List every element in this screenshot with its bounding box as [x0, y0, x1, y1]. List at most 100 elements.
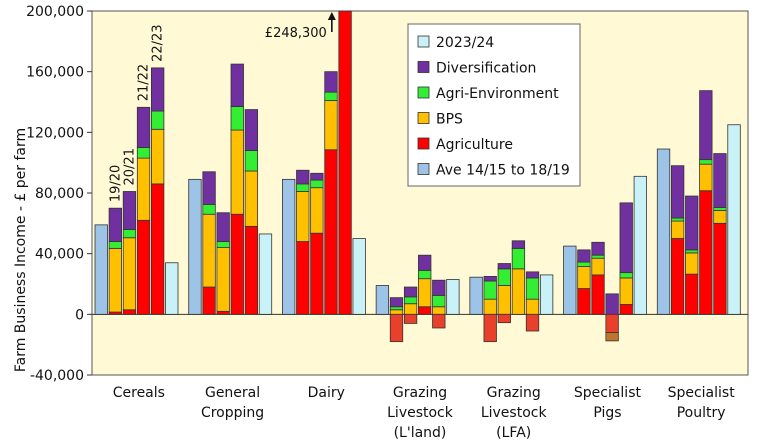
bar-2023-24 [352, 238, 366, 315]
bar-segment-agri-env [389, 306, 404, 311]
bar-segment-diversification [389, 297, 404, 308]
bar-segment-diversification [310, 172, 324, 181]
bar-2023-24 [258, 233, 273, 315]
bar-2023-24 [539, 274, 554, 315]
bar-segment-agriculture [389, 313, 404, 343]
bar-segment-diversification [511, 240, 526, 249]
bar-segment-diversification [108, 207, 122, 242]
bar-segment-agriculture [432, 313, 446, 329]
bar-segment-agriculture [324, 149, 338, 315]
category-label: Specialist [668, 385, 736, 401]
bar-segment-bps [150, 128, 165, 185]
legend-swatch [417, 61, 430, 73]
category-label: Grazing [487, 385, 541, 401]
bar-segment-bps [432, 306, 446, 315]
bar-segment-bps [685, 252, 699, 275]
y-tick-label: 80,000 [35, 186, 84, 202]
bar-segment-bps [324, 100, 338, 151]
bar-segment-bps [483, 298, 497, 315]
bar-segment-bps [230, 129, 244, 215]
bar-segment-diversification [403, 286, 418, 298]
bar-2023-24 [727, 124, 741, 315]
bar-average [282, 178, 296, 315]
bar-average [469, 276, 483, 315]
bar-segment-diversification [591, 241, 605, 256]
bar-segment-diversification [577, 249, 591, 263]
bar-segment-bps [202, 213, 216, 288]
bar-segment-bps [310, 187, 324, 234]
bar-segment-bps [699, 163, 713, 192]
legend-swatch [417, 35, 430, 48]
bar-segment-diversification [525, 271, 540, 279]
bar-segment-diversification [418, 254, 432, 271]
bar-segment-agri-env [122, 228, 137, 239]
bar-segment-diversification [324, 71, 338, 93]
category-label: Cropping [201, 405, 264, 421]
bar-segment-agri-env [685, 249, 699, 254]
bar-segment-bps [497, 285, 511, 315]
bar-segment-agri-env [670, 217, 685, 222]
legend-box [407, 23, 581, 187]
bar-segment-diversification [202, 171, 216, 205]
bar-average [656, 148, 671, 315]
bar-segment-diversification [699, 90, 713, 161]
bar-segment-agri-env [577, 261, 591, 267]
legend-label: Agri-Environment [436, 86, 559, 102]
legend-label: Agriculture [436, 137, 513, 153]
bar-segment-agri-env [497, 268, 511, 286]
bar-segment-bps [577, 266, 591, 289]
bar-segment-agri-env [150, 110, 165, 130]
bar-segment-agri-env [202, 203, 216, 215]
bar-segment-agri-env [136, 147, 151, 159]
legend-swatch [417, 163, 430, 175]
bar-segment-agriculture [619, 304, 633, 315]
bar-segment-bps [525, 298, 540, 315]
bar-segment-agriculture [296, 241, 310, 315]
category-label: Grazing [393, 385, 447, 401]
bar-segment-agriculture [244, 225, 259, 315]
year-label: 22/23 [151, 24, 166, 61]
bar-segment-bps [389, 309, 404, 315]
legend-label: 2023/24 [436, 35, 494, 51]
bar-segment-bps [591, 257, 605, 276]
year-label: 19/20 [108, 165, 123, 202]
category-label: Livestock [387, 405, 454, 421]
bar-segment-agriculture [591, 274, 605, 315]
y-tick-label: 120,000 [26, 125, 84, 141]
bar-segment-diversification [605, 293, 619, 315]
bar-average [94, 224, 108, 315]
bar-segment-agriculture [136, 219, 151, 315]
bar-segment-agri-env [591, 254, 605, 259]
bar-segment-agriculture [699, 190, 713, 315]
bar-segment-agri-env [619, 272, 633, 279]
bar-segment-agri-env [699, 159, 713, 165]
bar-segment-bps [713, 210, 727, 224]
bar-segment-agriculture [230, 213, 244, 315]
bar-segment-agriculture [670, 238, 685, 315]
bar-segment-diversification [122, 191, 137, 230]
bar-segment-agri-env [310, 179, 324, 189]
plot-area: -40,000 0 40,000 80,000 120,000 160,000 200,00… [26, 4, 749, 441]
bar-segment-agri-env [713, 207, 727, 211]
bar-average [375, 285, 390, 315]
bar-segment-agriculture [713, 222, 727, 315]
y-tick-label: 200,000 [26, 4, 84, 20]
bar-segment-agri-env [296, 183, 310, 192]
bar-segment-bps [136, 157, 151, 221]
y-tick-label: 40,000 [35, 247, 84, 263]
bar-segment-bps [670, 220, 685, 239]
legend-label: Ave 14/15 to 18/19 [436, 163, 570, 179]
bar-segment-bps [511, 268, 526, 315]
bar-segment-diversification [296, 169, 310, 185]
bar-segment-diversification [497, 263, 511, 270]
bar-segment-agri-env [324, 91, 338, 101]
bar-segment-bps [108, 247, 122, 313]
legend-swatch [417, 137, 430, 150]
category-label: (L'land) [394, 425, 447, 441]
bar-segment-agri-env [230, 106, 244, 131]
bar-segment-agriculture [497, 313, 511, 324]
category-label: Cereals [113, 385, 165, 401]
bar-average [188, 178, 202, 315]
bar-2023-24 [165, 262, 179, 315]
bar-segment-diversification [483, 276, 497, 282]
